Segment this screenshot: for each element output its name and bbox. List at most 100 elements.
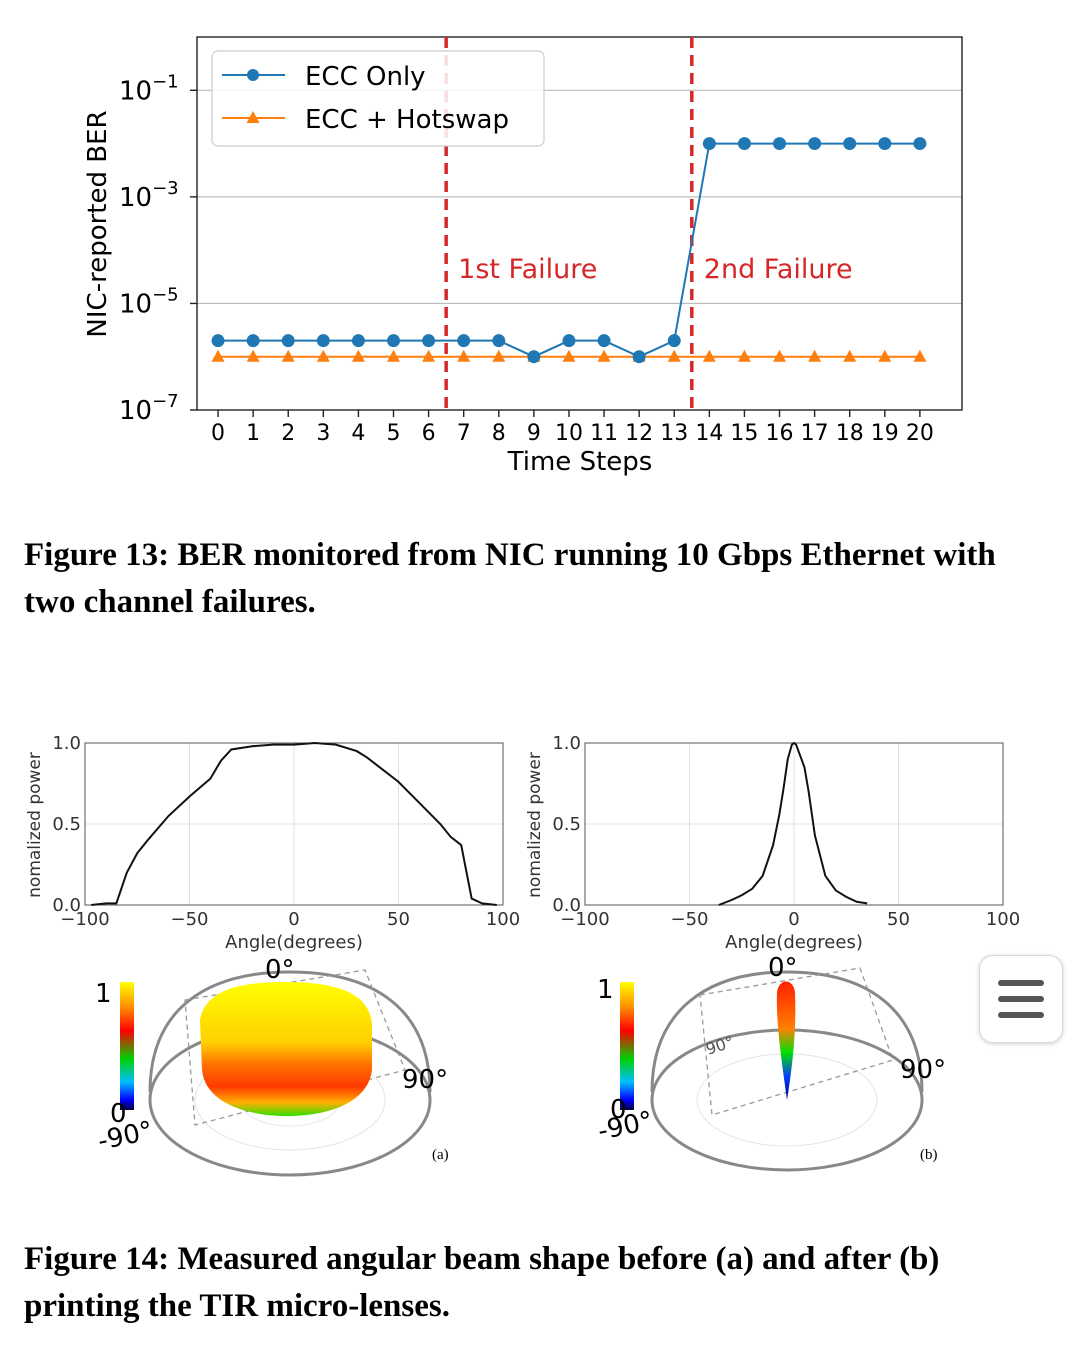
f13-point-ecc-hotswap: [492, 349, 506, 362]
colorbar-b-max: 1: [597, 975, 614, 1005]
colorbar-b-min: 0: [610, 1095, 627, 1125]
f14-x-tick-label: 0: [788, 909, 799, 930]
f14-x-tick-label: −100: [560, 909, 609, 930]
f13-point-ecc-only: [527, 350, 541, 364]
hamburger-menu-icon-bar: [998, 1012, 1044, 1018]
f13-x-tick-label: 11: [590, 421, 618, 446]
f13-plot-frame: [196, 36, 963, 411]
polar-b-inner-label: 90°: [703, 1032, 736, 1059]
f13-point-ecc-hotswap: [597, 349, 611, 362]
polar-a-top-label: 0°: [265, 955, 295, 985]
beam-shape-b: [776, 981, 796, 1100]
f13-point-ecc-only: [702, 137, 716, 151]
polar-arc-a: [148, 970, 432, 1093]
f13-x-tick-label: 15: [730, 421, 758, 446]
f13-x-tick-label: 2: [281, 421, 295, 446]
colorbar-a-max: 1: [95, 979, 112, 1009]
f13-x-tick-label: 20: [906, 421, 934, 446]
f13-point-ecc-only: [843, 137, 857, 151]
f13-point-ecc-only: [597, 334, 611, 348]
beam-shape-a: [200, 982, 372, 1116]
f13-x-ticks: 0 1 2 3 4 5 6 7 8 9 10 11 12 13 14 15 16 17 18 19 20: [211, 410, 934, 446]
f13-point-ecc-only: [316, 334, 330, 348]
f13-x-tick-label: 6: [422, 421, 436, 446]
f13-y-tick-label: 10−3: [119, 178, 179, 213]
f13-point-ecc-only: [246, 334, 260, 348]
f13-legend-label-ecc-only: ECC Only: [305, 62, 426, 92]
f13-x-tick-label: 17: [801, 421, 829, 446]
colorbar-a: [120, 982, 134, 1110]
panel-label-a: (a): [432, 1147, 449, 1163]
f14-x-tick-label: 50: [387, 909, 410, 930]
f13-point-ecc-only: [492, 334, 506, 348]
f13-x-tick-label: 7: [457, 421, 471, 446]
f13-point-ecc-only: [281, 334, 295, 348]
figure-13-caption: Figure 13: BER monitored from NIC runnin…: [24, 537, 996, 620]
f14b-x-axis-label: Angle(degrees): [725, 932, 863, 953]
f13-point-ecc-hotswap: [562, 349, 576, 362]
f13-y-tick-label: 10−5: [119, 284, 179, 319]
f13-point-ecc-hotswap: [281, 349, 295, 362]
f13-point-ecc-hotswap: [773, 349, 787, 362]
f13-point-ecc-hotswap: [843, 349, 857, 362]
f13-x-tick-label: 19: [871, 421, 899, 446]
figure-14-plots: nomalized power Angle(degrees) −100 −50 0 5…: [25, 733, 1020, 953]
figure-14-beam-renders: 1 0 0° 90° -90° (a) 1 0 0° 90° 90° -90° …: [95, 953, 946, 1177]
f13-x-tick-label: 5: [387, 421, 401, 446]
f13-point-ecc-only: [562, 334, 576, 348]
f14-plot-b: nomalized power Angle(degrees) −100 −50 0 5…: [525, 733, 1020, 953]
hamburger-menu-icon: [998, 980, 1044, 986]
f13-point-ecc-hotswap: [211, 349, 225, 362]
f14-beam-profile-line: [718, 741, 868, 906]
f13-point-ecc-hotswap: [351, 349, 365, 362]
f13-point-ecc-only: [737, 137, 751, 151]
f13-point-ecc-only: [913, 137, 927, 151]
figure-14-caption: Figure 14: Measured angular beam shape b…: [24, 1241, 940, 1324]
f14-x-tick-label: −50: [171, 909, 209, 930]
f13-point-ecc-hotswap: [457, 349, 471, 362]
f13-failure-label: 2nd Failure: [704, 254, 853, 285]
f13-point-ecc-hotswap: [316, 349, 330, 362]
f13-point-ecc-only: [878, 137, 892, 151]
f13-point-ecc-hotswap: [808, 349, 822, 362]
projection-plane-a: [184, 969, 406, 1126]
f13-point-ecc-only: [422, 334, 436, 348]
polar-b-top-label: 0°: [768, 953, 798, 983]
f13-point-ecc-only: [667, 334, 681, 348]
f14-x-tick-label: 50: [887, 909, 910, 930]
panel-label-b: (b): [920, 1147, 938, 1163]
f13-point-ecc-only: [808, 137, 822, 151]
colorbar-a-min: 0: [110, 1099, 127, 1129]
f13-series-group: [211, 137, 927, 364]
f13-y-axis-label: NIC-reported BER: [83, 110, 113, 337]
f13-y-tick-label: 10−7: [119, 391, 179, 426]
f13-x-axis-label: Time Steps: [507, 447, 653, 477]
beam-render-b: 1 0 0° 90° 90° -90° (b): [595, 953, 946, 1172]
polar-a-right-label: 90°: [402, 1065, 448, 1095]
polar-b-left-label: -90°: [595, 1106, 655, 1147]
f13-legend-box: [211, 50, 545, 147]
f13-point-ecc-only: [632, 350, 646, 364]
f13-point-ecc-only: [351, 334, 365, 348]
f13-x-tick-label: 0: [211, 421, 225, 446]
f13-x-tick-label: 8: [492, 421, 506, 446]
f14a-x-axis-label: Angle(degrees): [225, 932, 363, 953]
f13-point-ecc-only: [211, 334, 225, 348]
f13-legend-marker-ecc-only: [247, 69, 259, 81]
f13-x-tick-label: 16: [766, 421, 794, 446]
f13-y-ticks: 10−1 10−3 10−5 10−7: [119, 71, 197, 426]
f13-x-tick-label: 18: [836, 421, 864, 446]
f14a-y-axis-label: nomalized power: [25, 752, 45, 898]
f13-point-ecc-only: [457, 334, 471, 348]
colorbar-b: [620, 982, 634, 1110]
f14-y-tick-label: 0.5: [552, 814, 581, 835]
hamburger-menu-icon-bar: [998, 996, 1044, 1002]
projection-plane-b: [699, 967, 894, 1116]
f13-failure-label: 1st Failure: [458, 254, 597, 285]
f13-legend: ECC Only ECC + Hotswap: [211, 50, 545, 147]
f13-series-line: [218, 142, 920, 358]
f14-x-tick-label: 100: [986, 909, 1020, 930]
f14-x-tick-label: 100: [486, 909, 520, 930]
hamburger-menu-button[interactable]: [979, 955, 1063, 1043]
f13-point-ecc-only: [387, 334, 401, 348]
